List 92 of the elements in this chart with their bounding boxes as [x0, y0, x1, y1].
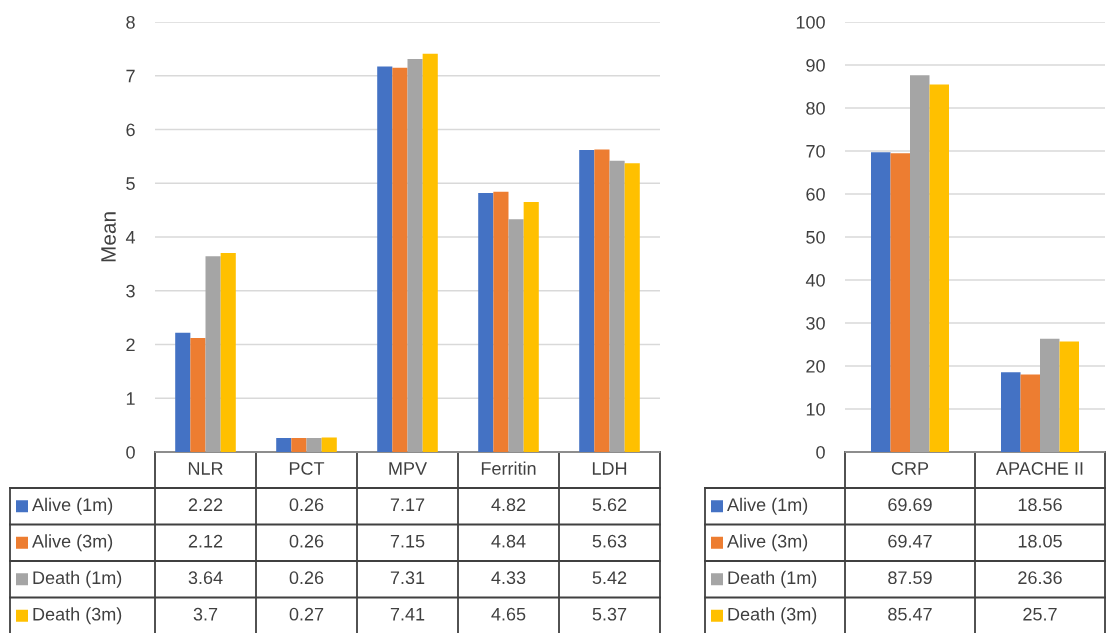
- bar: [890, 153, 910, 452]
- data-label: 0.26: [289, 498, 324, 512]
- bar: [422, 53, 438, 452]
- bar: [190, 338, 206, 452]
- data-label: 0.26: [289, 571, 324, 585]
- bar: [478, 192, 494, 452]
- data-label: 18.05: [1018, 534, 1062, 548]
- x-tick-label: APACHE II: [996, 462, 1083, 475]
- legend-label: Death (3m): [728, 607, 817, 625]
- y-tick-label: 30: [806, 316, 825, 330]
- bar: [523, 202, 539, 452]
- bar: [594, 149, 610, 452]
- bar: [929, 84, 949, 452]
- y-tick-label: 6: [126, 123, 135, 137]
- y-tick-label: 10: [806, 402, 825, 416]
- data-label: 18.56: [1018, 498, 1062, 512]
- bar: [493, 191, 509, 452]
- bar: [1040, 338, 1060, 452]
- data-label: 4.65: [491, 607, 526, 621]
- bar: [1020, 374, 1040, 452]
- y-tick-label: 40: [805, 273, 825, 287]
- data-label: 0.27: [289, 607, 324, 621]
- data-label: 3.7: [193, 607, 218, 621]
- data-label: 2.12: [188, 534, 223, 548]
- y-tick-label: 7: [126, 69, 135, 83]
- x-tick-label: Ferritin: [481, 461, 536, 475]
- data-label: 2.22: [188, 498, 223, 511]
- y-tick-label: 8: [126, 15, 135, 29]
- data-label: 5.37: [592, 607, 627, 621]
- bar: [392, 67, 408, 452]
- bar: [871, 152, 891, 452]
- data-label: 4.82: [491, 498, 526, 512]
- data-label: 3.64: [188, 571, 223, 585]
- data-label: 26.36: [1018, 571, 1062, 585]
- bar: [175, 332, 191, 452]
- y-tick-label: 90: [806, 58, 825, 72]
- x-tick-label: MPV: [389, 462, 427, 475]
- legend-label: Death (3m): [33, 607, 122, 625]
- legend-label: Alive (3m): [727, 534, 808, 552]
- y-tick-label: 3: [126, 284, 135, 298]
- y-tick-label: 0: [816, 445, 825, 459]
- bar: [220, 253, 236, 452]
- data-label: 4.33: [491, 571, 526, 585]
- legend-label: Alive (1m): [32, 497, 113, 515]
- bar: [205, 256, 221, 452]
- y-tick-label: 20: [806, 359, 825, 373]
- bar: [579, 149, 595, 452]
- data-label: 25.7: [1023, 607, 1057, 621]
- bar: [276, 438, 292, 452]
- bar: [407, 59, 423, 452]
- y-tick-label: 5: [126, 177, 135, 190]
- y-tick-label: 50: [806, 230, 825, 244]
- y-tick-label: 60: [806, 187, 825, 201]
- y-tick-label: 70: [806, 144, 825, 158]
- y-axis-title: Mean: [101, 212, 116, 262]
- bar: [1001, 372, 1021, 452]
- data-label: 7.15: [390, 535, 425, 548]
- bar: [910, 75, 930, 452]
- data-label: 7.41: [390, 608, 425, 621]
- bar: [291, 438, 307, 452]
- y-tick-label: 1: [126, 392, 135, 405]
- data-label: 69.69: [888, 498, 932, 512]
- data-label: 0.26: [289, 534, 324, 548]
- data-label: 85.47: [888, 607, 932, 621]
- bar: [377, 66, 393, 452]
- data-label: 5.62: [592, 498, 627, 512]
- data-label: 87.59: [888, 571, 932, 585]
- y-tick-label: 0: [126, 445, 135, 459]
- data-label: 7.31: [390, 571, 425, 585]
- y-tick-label: 80: [806, 101, 825, 115]
- bar: [508, 219, 524, 452]
- legend-label: Death (1m): [33, 570, 122, 588]
- bar: [306, 438, 322, 452]
- data-label: 4.84: [491, 534, 526, 548]
- x-tick-label: CRP: [891, 462, 929, 475]
- data-label: 69.47: [888, 534, 932, 548]
- y-tick-label: 100: [796, 15, 825, 29]
- y-tick-label: 2: [126, 338, 135, 352]
- bar: [609, 160, 625, 452]
- data-label: 5.42: [592, 571, 627, 585]
- y-tick-label: 4: [125, 231, 136, 244]
- bar: [1059, 341, 1079, 452]
- bar: [624, 163, 640, 452]
- x-tick-label: LDH: [592, 462, 627, 475]
- x-tick-label: NLR: [188, 462, 223, 475]
- data-label: 7.17: [390, 498, 425, 511]
- x-tick-label: PCT: [289, 462, 325, 475]
- legend-label: Death (1m): [728, 570, 817, 588]
- legend-label: Alive (1m): [727, 497, 808, 515]
- data-label: 5.63: [592, 534, 627, 548]
- bar: [321, 437, 337, 452]
- legend-label: Alive (3m): [32, 534, 113, 552]
